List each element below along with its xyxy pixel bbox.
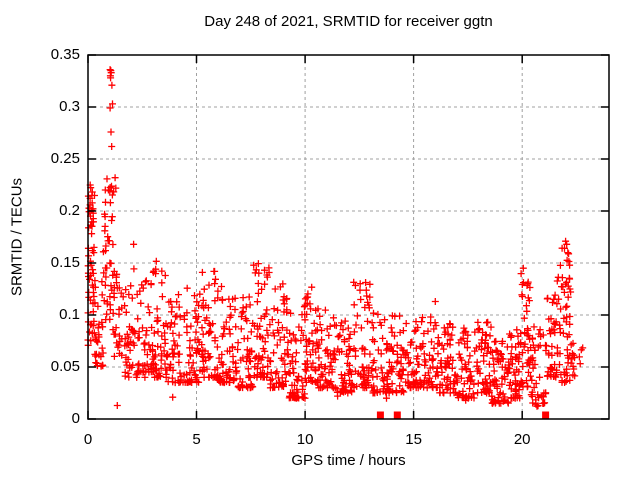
x-tick-label: 15 bbox=[405, 431, 422, 448]
y-tick-label: 0.3 bbox=[59, 98, 80, 115]
y-tick-label: 0.15 bbox=[50, 254, 80, 271]
zero-flag-square bbox=[542, 411, 550, 419]
y-tick-label: 0.35 bbox=[50, 46, 80, 63]
y-tick-label: 0.2 bbox=[59, 202, 80, 219]
zero-flag-square bbox=[393, 411, 401, 419]
x-axis-label: GPS time / hours bbox=[291, 452, 406, 469]
y-tick-label: 0.1 bbox=[59, 306, 80, 323]
chart-title: Day 248 of 2021, SRMTID for receiver ggt… bbox=[204, 13, 493, 30]
scatter-points bbox=[84, 66, 587, 410]
y-axis-label: SRMTID / TECUs bbox=[8, 177, 26, 297]
y-tick-label: 0.25 bbox=[50, 150, 80, 167]
grid-lines bbox=[88, 55, 609, 419]
y-tick-label: 0.05 bbox=[50, 358, 80, 375]
zero-flag-square bbox=[376, 411, 384, 419]
zero-flag-markers bbox=[376, 411, 550, 419]
x-tick-label: 0 bbox=[83, 431, 93, 448]
x-tick-label: 10 bbox=[296, 431, 314, 448]
x-tick-label: 20 bbox=[513, 431, 531, 448]
y-tick-label: 0 bbox=[71, 410, 80, 427]
x-tick-label: 5 bbox=[192, 431, 201, 448]
plot-border bbox=[87, 54, 610, 420]
